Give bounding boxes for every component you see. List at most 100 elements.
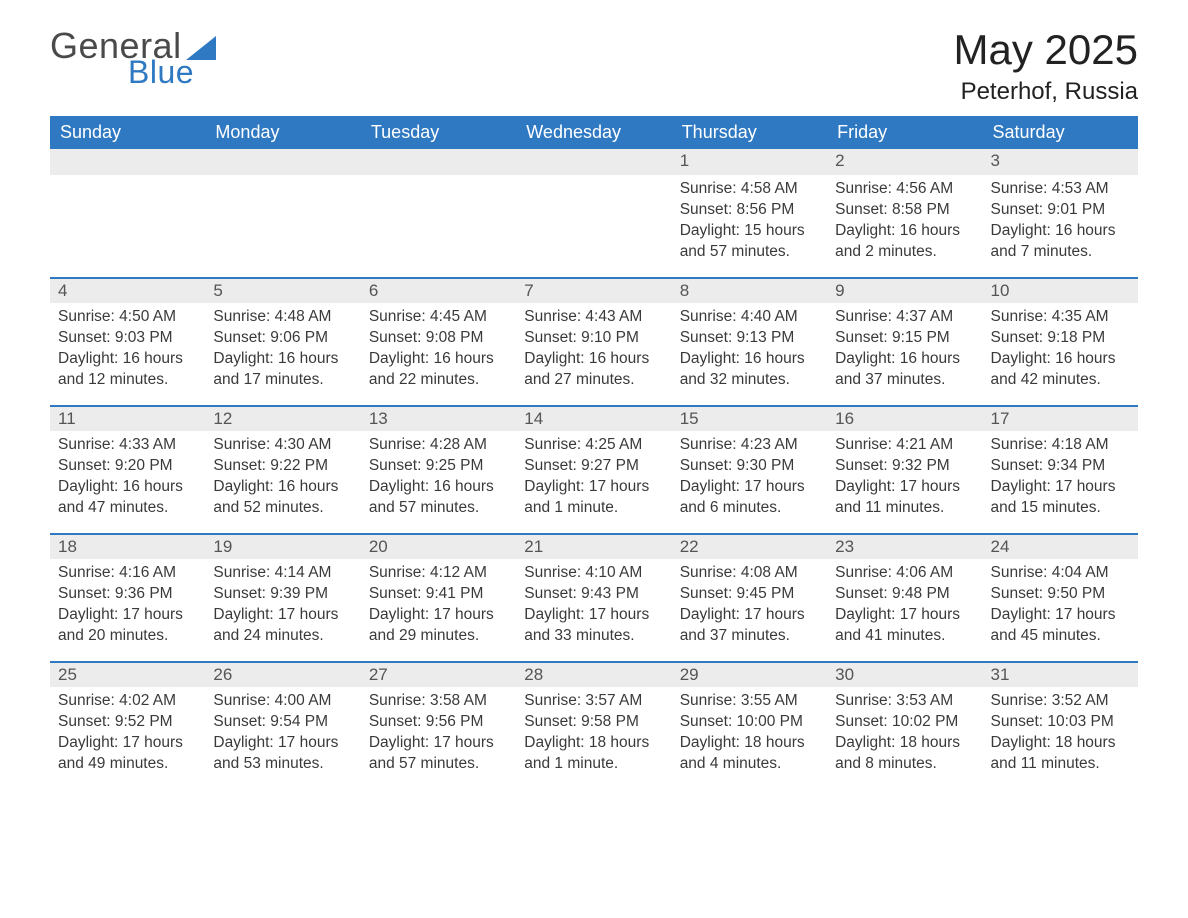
sunrise-line: Sunrise: 4:53 AM [991,179,1130,200]
sunrise-line: Sunrise: 4:23 AM [680,435,819,456]
day-details: Sunrise: 4:28 AMSunset: 9:25 PMDaylight:… [361,431,516,523]
day-cell: 19Sunrise: 4:14 AMSunset: 9:39 PMDayligh… [205,533,360,661]
day-details: Sunrise: 4:33 AMSunset: 9:20 PMDaylight:… [50,431,205,523]
day-cell: 24Sunrise: 4:04 AMSunset: 9:50 PMDayligh… [983,533,1138,661]
day-details: Sunrise: 4:06 AMSunset: 9:48 PMDaylight:… [827,559,982,651]
sunset-line: Sunset: 10:02 PM [835,712,974,733]
day-number: 1 [672,149,827,175]
daylight-line: Daylight: 17 hours and 49 minutes. [58,733,197,775]
logo-word-2: Blue [128,56,216,88]
daylight-line: Daylight: 18 hours and 1 minute. [524,733,663,775]
sunrise-line: Sunrise: 4:16 AM [58,563,197,584]
day-details: Sunrise: 4:56 AMSunset: 8:58 PMDaylight:… [827,175,982,267]
sunset-line: Sunset: 10:03 PM [991,712,1130,733]
sunrise-line: Sunrise: 4:02 AM [58,691,197,712]
day-cell: 10Sunrise: 4:35 AMSunset: 9:18 PMDayligh… [983,277,1138,405]
sunset-line: Sunset: 9:30 PM [680,456,819,477]
daylight-line: Daylight: 18 hours and 11 minutes. [991,733,1130,775]
sunset-line: Sunset: 10:00 PM [680,712,819,733]
day-cell: 25Sunrise: 4:02 AMSunset: 9:52 PMDayligh… [50,661,205,789]
sunrise-line: Sunrise: 4:21 AM [835,435,974,456]
day-details: Sunrise: 4:45 AMSunset: 9:08 PMDaylight:… [361,303,516,395]
day-cell: 7Sunrise: 4:43 AMSunset: 9:10 PMDaylight… [516,277,671,405]
day-number: 18 [50,533,205,559]
daylight-line: Daylight: 17 hours and 53 minutes. [213,733,352,775]
sunset-line: Sunset: 8:58 PM [835,200,974,221]
sunrise-line: Sunrise: 4:10 AM [524,563,663,584]
daylight-line: Daylight: 16 hours and 37 minutes. [835,349,974,391]
day-details: Sunrise: 4:58 AMSunset: 8:56 PMDaylight:… [672,175,827,267]
daylight-line: Daylight: 16 hours and 2 minutes. [835,221,974,263]
day-number: 5 [205,277,360,303]
sunset-line: Sunset: 9:10 PM [524,328,663,349]
day-cell: 14Sunrise: 4:25 AMSunset: 9:27 PMDayligh… [516,405,671,533]
day-cell: 1Sunrise: 4:58 AMSunset: 8:56 PMDaylight… [672,149,827,277]
weekday-header-row: SundayMondayTuesdayWednesdayThursdayFrid… [50,116,1138,149]
day-details: Sunrise: 3:58 AMSunset: 9:56 PMDaylight:… [361,687,516,779]
day-number: 7 [516,277,671,303]
day-number: 14 [516,405,671,431]
day-cell: 11Sunrise: 4:33 AMSunset: 9:20 PMDayligh… [50,405,205,533]
sunset-line: Sunset: 9:18 PM [991,328,1130,349]
day-cell: 4Sunrise: 4:50 AMSunset: 9:03 PMDaylight… [50,277,205,405]
weekday-header: Friday [827,116,982,149]
day-cell: 15Sunrise: 4:23 AMSunset: 9:30 PMDayligh… [672,405,827,533]
day-cell: 13Sunrise: 4:28 AMSunset: 9:25 PMDayligh… [361,405,516,533]
day-cell: 6Sunrise: 4:45 AMSunset: 9:08 PMDaylight… [361,277,516,405]
daylight-line: Daylight: 17 hours and 20 minutes. [58,605,197,647]
sunrise-line: Sunrise: 3:55 AM [680,691,819,712]
day-cell: 27Sunrise: 3:58 AMSunset: 9:56 PMDayligh… [361,661,516,789]
sunrise-line: Sunrise: 4:00 AM [213,691,352,712]
day-number: 12 [205,405,360,431]
sunrise-line: Sunrise: 4:08 AM [680,563,819,584]
sunrise-line: Sunrise: 4:06 AM [835,563,974,584]
day-number: 31 [983,661,1138,687]
daylight-line: Daylight: 16 hours and 7 minutes. [991,221,1130,263]
sunset-line: Sunset: 9:06 PM [213,328,352,349]
day-number: 11 [50,405,205,431]
daylight-line: Daylight: 16 hours and 17 minutes. [213,349,352,391]
day-number: 27 [361,661,516,687]
day-number: 20 [361,533,516,559]
sunset-line: Sunset: 9:54 PM [213,712,352,733]
weekday-header: Saturday [983,116,1138,149]
sunset-line: Sunset: 9:32 PM [835,456,974,477]
day-cell: 21Sunrise: 4:10 AMSunset: 9:43 PMDayligh… [516,533,671,661]
sunset-line: Sunset: 9:52 PM [58,712,197,733]
sunset-line: Sunset: 9:56 PM [369,712,508,733]
daylight-line: Daylight: 15 hours and 57 minutes. [680,221,819,263]
sunrise-line: Sunrise: 3:53 AM [835,691,974,712]
month-title: May 2025 [954,28,1138,72]
title-block: May 2025 Peterhof, Russia [954,28,1138,106]
daylight-line: Daylight: 18 hours and 4 minutes. [680,733,819,775]
weekday-header: Wednesday [516,116,671,149]
day-cell: 18Sunrise: 4:16 AMSunset: 9:36 PMDayligh… [50,533,205,661]
sunset-line: Sunset: 9:13 PM [680,328,819,349]
day-details: Sunrise: 4:50 AMSunset: 9:03 PMDaylight:… [50,303,205,395]
sunrise-line: Sunrise: 4:25 AM [524,435,663,456]
day-cell: 26Sunrise: 4:00 AMSunset: 9:54 PMDayligh… [205,661,360,789]
day-details: Sunrise: 4:18 AMSunset: 9:34 PMDaylight:… [983,431,1138,523]
day-details: Sunrise: 4:43 AMSunset: 9:10 PMDaylight:… [516,303,671,395]
day-details: Sunrise: 4:30 AMSunset: 9:22 PMDaylight:… [205,431,360,523]
day-details: Sunrise: 4:02 AMSunset: 9:52 PMDaylight:… [50,687,205,779]
day-number: 3 [983,149,1138,175]
day-details: Sunrise: 4:14 AMSunset: 9:39 PMDaylight:… [205,559,360,651]
sunrise-line: Sunrise: 4:14 AM [213,563,352,584]
sunrise-line: Sunrise: 4:48 AM [213,307,352,328]
sunrise-line: Sunrise: 4:12 AM [369,563,508,584]
weekday-header: Tuesday [361,116,516,149]
day-cell: 20Sunrise: 4:12 AMSunset: 9:41 PMDayligh… [361,533,516,661]
day-number: 9 [827,277,982,303]
day-number: 29 [672,661,827,687]
day-details: Sunrise: 3:53 AMSunset: 10:02 PMDaylight… [827,687,982,779]
day-cell: 17Sunrise: 4:18 AMSunset: 9:34 PMDayligh… [983,405,1138,533]
daylight-line: Daylight: 17 hours and 33 minutes. [524,605,663,647]
location-label: Peterhof, Russia [954,78,1138,106]
day-number: 30 [827,661,982,687]
day-details: Sunrise: 3:57 AMSunset: 9:58 PMDaylight:… [516,687,671,779]
weekday-header: Sunday [50,116,205,149]
day-details: Sunrise: 4:48 AMSunset: 9:06 PMDaylight:… [205,303,360,395]
daylight-line: Daylight: 16 hours and 42 minutes. [991,349,1130,391]
daylight-line: Daylight: 16 hours and 12 minutes. [58,349,197,391]
